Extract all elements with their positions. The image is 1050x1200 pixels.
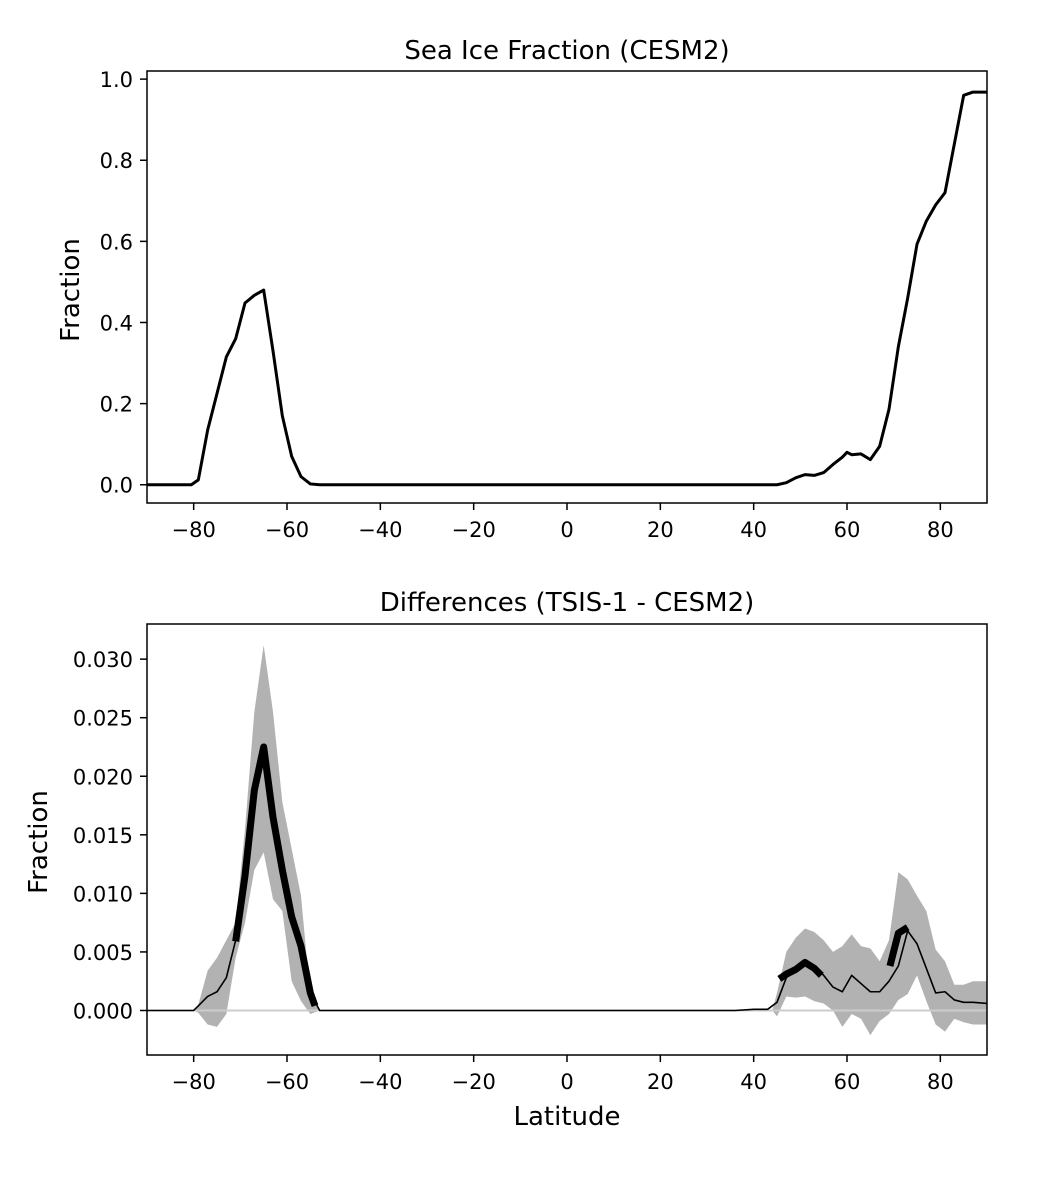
sea-ice-fraction-y-label: Fraction — [56, 238, 86, 342]
differences-x-tick-label: −60 — [265, 1070, 309, 1094]
sea-ice-fraction-x-tick-label: −20 — [452, 518, 496, 542]
differences-y-axis: 0.000 0.005 0.010 0.015 0.020 0.025 0.030 — [73, 648, 147, 1023]
sea-ice-fraction-title: Sea Ice Fraction (CESM2) — [404, 36, 729, 66]
differences-x-tick-label: 20 — [647, 1070, 674, 1094]
sea-ice-fraction-y-tick-label: 0.8 — [100, 149, 133, 173]
sea-ice-fraction-y-axis: 0.0 0.2 0.4 0.6 0.8 1.0 — [100, 68, 147, 498]
differences-y-tick-label: 0.030 — [73, 648, 133, 672]
differences-series-thick-1 — [232, 743, 319, 1008]
differences-series-thick-3 — [886, 924, 910, 967]
differences-y-tick-label: 0.010 — [73, 882, 133, 906]
differences-panel: Differences (TSIS-1 - CESM2) −80 −60 −40 −2… — [24, 588, 988, 1132]
sea-ice-fraction-x-tick-label: 20 — [647, 518, 674, 542]
differences-y-tick-label: 0.005 — [73, 941, 133, 965]
sea-ice-fraction-x-tick-label: 60 — [834, 518, 861, 542]
sea-ice-fraction-plot-area — [147, 90, 987, 487]
sea-ice-fraction-x-tick-label: 0 — [560, 518, 573, 542]
differences-y-label: Fraction — [24, 790, 54, 894]
sea-ice-fraction-x-tick-label: −80 — [172, 518, 216, 542]
differences-x-tick-label: −20 — [452, 1070, 496, 1094]
sea-ice-fraction-series-line-0 — [147, 90, 987, 487]
sea-ice-fraction-x-axis: −80 −60 −40 −20 0 20 40 60 80 — [172, 503, 954, 542]
sea-ice-fraction-panel: Sea Ice Fraction (CESM2) −80 −60 −40 −20 0 20… — [56, 36, 988, 542]
differences-y-tick-label: 0.025 — [73, 707, 133, 731]
differences-x-label: Latitude — [513, 1102, 620, 1132]
differences-y-tick-label: 0.020 — [73, 765, 133, 789]
differences-spread-band — [193, 645, 987, 1036]
sea-ice-fraction-y-tick-label: 0.6 — [100, 230, 133, 254]
sea-ice-fraction-x-tick-label: 40 — [740, 518, 767, 542]
differences-x-axis: −80 −60 −40 −20 0 20 40 60 80 — [172, 1055, 954, 1094]
sea-ice-fraction-y-tick-label: 0.2 — [100, 393, 133, 417]
differences-y-tick-label: 0.000 — [73, 999, 133, 1023]
sea-ice-fraction-axes-frame — [146, 70, 988, 504]
differences-x-tick-label: −40 — [358, 1070, 402, 1094]
differences-plot-area — [147, 645, 987, 1036]
differences-x-tick-label: 0 — [560, 1070, 573, 1094]
differences-y-tick-label: 0.015 — [73, 824, 133, 848]
differences-series-thick-2 — [777, 958, 824, 982]
sea-ice-fraction-x-tick-label: −40 — [358, 518, 402, 542]
sea-ice-fraction-y-tick-label: 1.0 — [100, 68, 133, 92]
differences-x-tick-label: 40 — [740, 1070, 767, 1094]
differences-title: Differences (TSIS-1 - CESM2) — [380, 588, 755, 618]
sea-ice-fraction-y-tick-label: 0.4 — [100, 311, 133, 335]
sea-ice-fraction-y-tick-label: 0.0 — [100, 474, 133, 498]
sea-ice-fraction-x-tick-label: −60 — [265, 518, 309, 542]
sea-ice-fraction-x-tick-label: 80 — [927, 518, 954, 542]
differences-x-tick-label: 60 — [834, 1070, 861, 1094]
differences-x-tick-label: −80 — [172, 1070, 216, 1094]
differences-x-tick-label: 80 — [927, 1070, 954, 1094]
